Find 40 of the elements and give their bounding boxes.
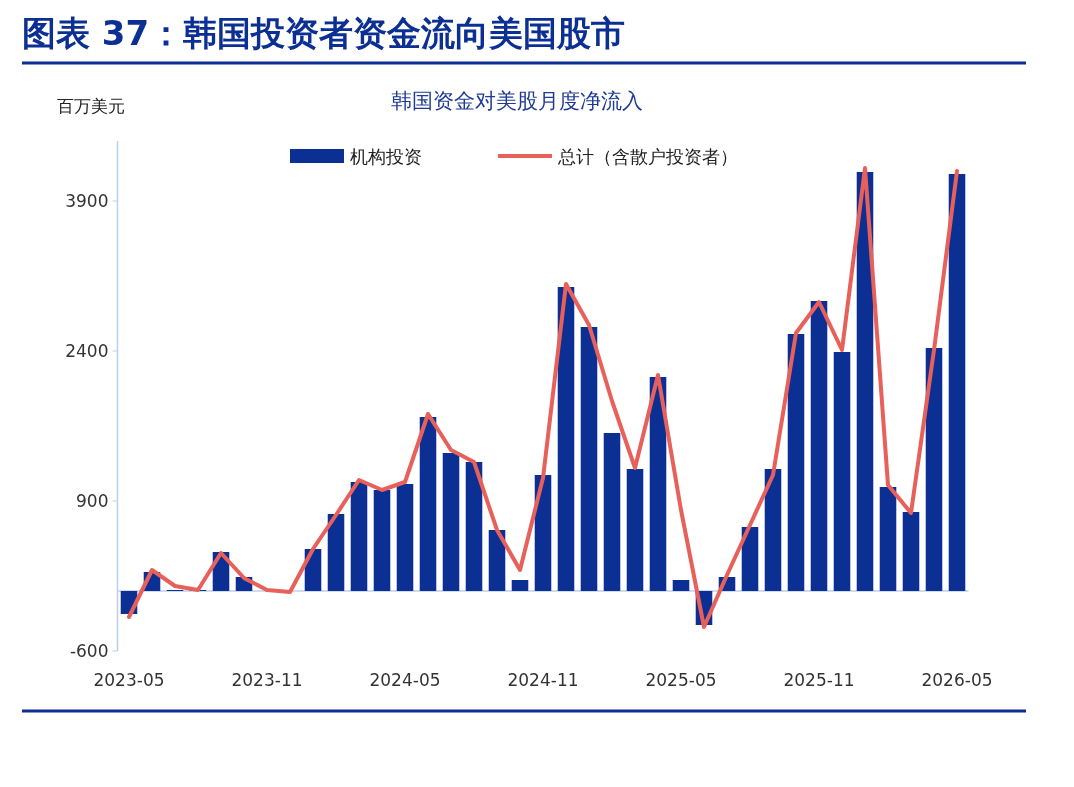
y-tick-label: 3900: [65, 191, 109, 211]
bar: [465, 462, 483, 591]
x-tick-label: 2024-11: [507, 670, 579, 690]
bar: [833, 352, 851, 591]
legend-label: 机构投资: [350, 146, 422, 167]
y-axis-title: 百万美元: [57, 96, 125, 116]
legend-label: 总计（含散户投资者）: [557, 146, 738, 167]
bar: [741, 527, 759, 591]
bar: [373, 490, 391, 591]
bar: [442, 453, 460, 591]
line-series: [127, 166, 959, 629]
x-tick-label: 2025-05: [645, 670, 717, 690]
bar: [557, 287, 575, 591]
bar: [879, 487, 897, 591]
bar: [419, 417, 437, 591]
bar: [488, 530, 506, 591]
bar: [764, 469, 782, 591]
y-tick-label: 2400: [65, 341, 109, 361]
x-tick-label: 2023-05: [93, 670, 165, 690]
bar: [626, 469, 644, 591]
y-tick-label: 900: [76, 491, 109, 511]
bar: [350, 482, 368, 591]
bar: [902, 512, 920, 591]
y-tick-label: -600: [69, 641, 109, 661]
bar: [948, 174, 966, 591]
bar: [672, 580, 690, 591]
x-tick-label: 2025-11: [783, 670, 855, 690]
bar: [787, 334, 805, 591]
bar: [603, 433, 621, 591]
chart-title: 图表 37：韩国投资者资金流向美国股市: [22, 13, 626, 53]
bar: [327, 514, 345, 591]
chart-subtitle: 韩国资金对美股月度净流入: [391, 89, 643, 113]
bar: [396, 484, 414, 591]
x-tick-label: 2023-11: [231, 670, 303, 690]
bar: [810, 301, 828, 591]
x-tick-label: 2024-05: [369, 670, 441, 690]
bar: [580, 327, 598, 591]
bar: [511, 580, 529, 591]
x-tick-label: 2026-05: [921, 670, 993, 690]
bar: [925, 348, 943, 591]
